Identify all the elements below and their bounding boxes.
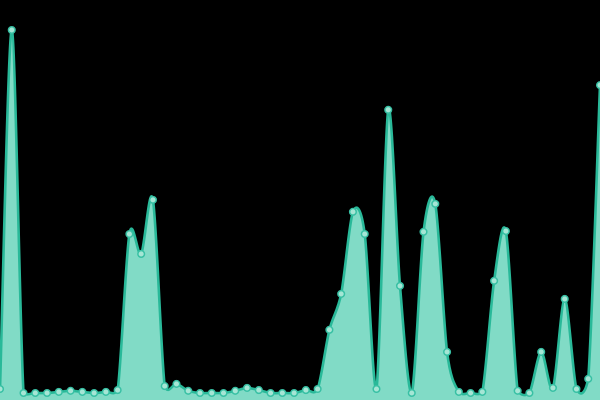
chart-point-marker [325,325,334,334]
chart-point-marker [584,374,593,383]
chart-point-marker [313,384,322,394]
chart-point-marker [160,382,169,391]
chart-point-marker [478,387,487,396]
chart-point-marker [148,195,157,204]
chart-point-marker [254,386,263,395]
chart-point-marker [231,386,240,395]
chart-point-marker [490,276,499,285]
chart-point-marker [466,388,475,398]
chart-point-marker [207,388,216,398]
chart-point-marker [395,281,405,290]
chart-point-marker [348,207,357,216]
chart-point-marker [278,388,287,398]
chart-point-marker [31,388,40,398]
chart-point-marker [407,388,416,398]
chart-point-marker [443,347,452,357]
chart-point-marker [513,386,522,395]
chart-point-marker [19,388,28,398]
chart-point-marker [372,384,381,394]
chart-point-marker [501,227,510,236]
chart-point-marker [184,386,193,395]
chart-point-marker [301,386,310,395]
chart-point-marker [266,388,275,398]
chart-point-marker [195,388,205,398]
chart-point-marker [337,289,346,298]
chart-point-marker [78,387,87,396]
chart-point-marker [54,387,63,396]
chart-point-marker [548,383,557,392]
chart-point-marker [125,229,134,239]
chart-point-marker [537,347,546,357]
chart-point-marker [137,249,146,259]
chart-point-marker [572,384,581,394]
chart-point-marker [454,387,463,396]
chart-point-marker [219,388,228,398]
chart-point-marker [66,386,75,395]
chart-point-marker [525,388,534,398]
chart-point-marker [560,294,569,304]
chart-point-marker [0,384,5,394]
chart-point-marker [7,25,16,35]
chart-point-marker [113,386,122,395]
chart-point-markers [0,25,600,398]
chart-point-marker [384,105,393,114]
chart-point-marker [290,388,299,398]
chart-point-marker [431,199,440,208]
chart-point-marker [595,81,600,90]
chart-point-marker [172,379,181,388]
chart-point-marker [419,227,428,236]
chart-point-marker [43,388,52,398]
chart-point-marker [360,229,369,239]
chart-area-fill [0,29,600,400]
chart-point-marker [101,387,110,396]
chart-point-marker [243,383,252,392]
chart-point-marker [90,388,99,398]
